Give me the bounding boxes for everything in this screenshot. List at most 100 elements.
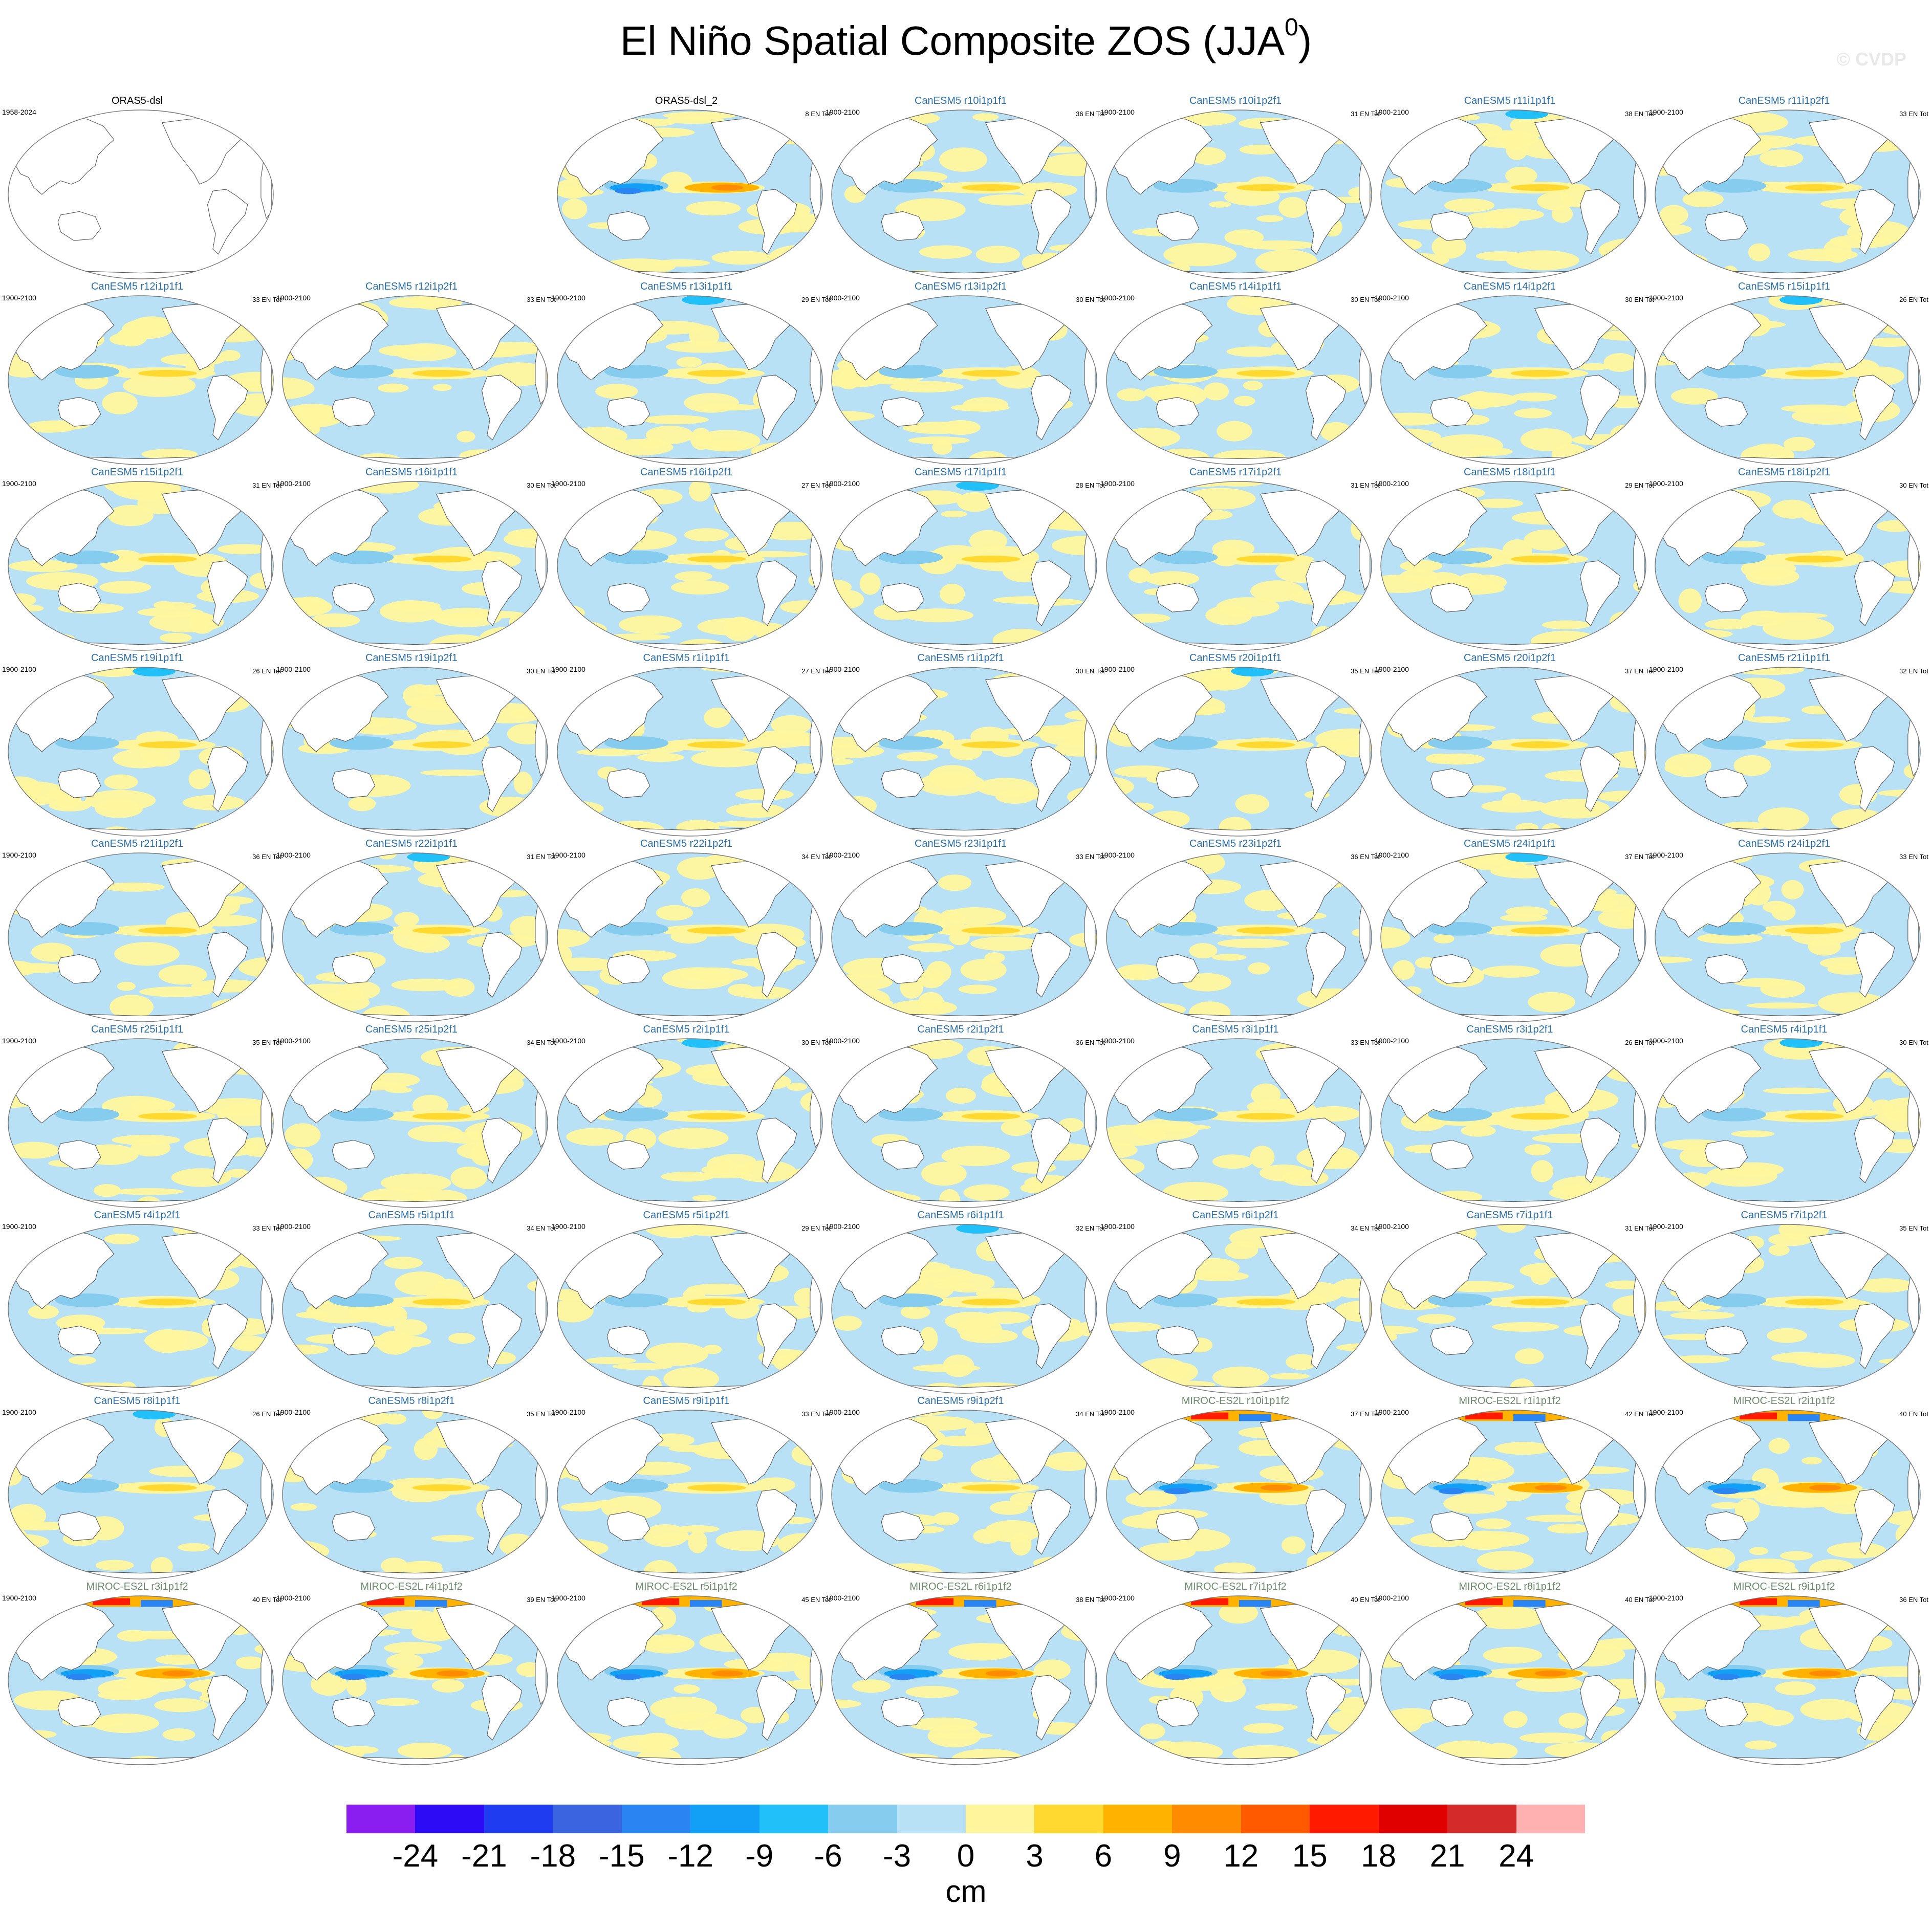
- arctic-negative: [1788, 1414, 1820, 1421]
- anomaly-patch-positive: [1278, 196, 1307, 218]
- anomaly-patch-positive: [643, 1224, 707, 1238]
- world-map: [1106, 1224, 1372, 1394]
- anomaly-patch-positive: [1307, 1551, 1354, 1576]
- map-border: [831, 481, 1097, 651]
- landmass: [606, 768, 650, 798]
- anomaly-patch-positive: [975, 246, 1020, 264]
- panel-event-count: 33 EN Tot: [527, 296, 556, 303]
- map-border: [1655, 295, 1921, 465]
- anomaly-patch-positive: [237, 1340, 262, 1350]
- west-pacific-peak: [1712, 1674, 1740, 1680]
- panel-title: CanESM5 r18i1p1f1: [1463, 467, 1556, 478]
- anomaly-patch-positive: [992, 628, 1051, 650]
- equatorial-peak: [711, 1670, 744, 1677]
- panel-years: 1900-2100: [1100, 665, 1135, 673]
- anomaly-patch-positive: [1809, 1559, 1856, 1579]
- colorbar-tick-label: 9: [1163, 1838, 1181, 1874]
- landmass: [332, 1511, 376, 1541]
- arctic-negative: [1513, 1600, 1546, 1607]
- equatorial-core: [687, 1484, 746, 1491]
- anomaly-patch-positive: [1118, 1008, 1160, 1022]
- ocean-field: [1655, 110, 1920, 279]
- anomaly-patch-positive: [1116, 964, 1164, 980]
- map-border: [1655, 852, 1921, 1022]
- anomaly-patch-positive: [1686, 853, 1753, 865]
- panel-event-count: 35 EN Tot: [252, 1039, 281, 1046]
- anomaly-patch-positive: [1381, 253, 1449, 268]
- anomaly-patch-positive: [407, 1125, 463, 1143]
- ocean-field: [832, 1224, 1097, 1393]
- ocean-field: [8, 110, 273, 279]
- ocean-field: [557, 110, 822, 279]
- arctic-peak: [642, 1598, 680, 1606]
- landmass: [1030, 746, 1072, 812]
- anomaly-patch-positive: [1217, 938, 1290, 948]
- landmass: [1030, 1117, 1072, 1183]
- panel-title: CanESM5 r17i1p2f1: [1189, 467, 1282, 478]
- landmass: [1030, 189, 1072, 255]
- ocean-field: [557, 853, 822, 1022]
- equatorial-core: [138, 1298, 197, 1306]
- panel-years: 1900-2100: [276, 479, 311, 488]
- equatorial-core: [961, 369, 1021, 377]
- equatorial-core: [412, 369, 471, 377]
- map-border: [1106, 1224, 1372, 1394]
- map-panel: MIROC-ES2L r1i1p1f2 1900-2100 42 EN Tot: [1373, 1395, 1654, 1580]
- landmass: [332, 1325, 376, 1355]
- landmass: [1430, 397, 1474, 427]
- anomaly-patch-positive: [1128, 567, 1151, 583]
- world-map: [1380, 109, 1646, 279]
- landmass: [207, 560, 248, 626]
- anomaly-patch-positive: [1142, 1124, 1211, 1131]
- anomaly-patch-positive: [8, 863, 29, 880]
- panel-years: 1900-2100: [1649, 1222, 1683, 1231]
- panel-event-count: 31 EN Tot: [1351, 110, 1380, 118]
- panel-years: 1900-2100: [826, 1037, 860, 1045]
- anomaly-patch-positive: [99, 581, 151, 594]
- map-panel: CanESM5 r25i1p1f1 1900-2100 35 EN Tot: [0, 1023, 281, 1209]
- anomaly-patch-positive: [1332, 482, 1358, 502]
- anomaly-patch-positive: [1857, 1278, 1914, 1293]
- landmass: [1430, 954, 1474, 984]
- landmass: [1305, 932, 1347, 998]
- panel-years: 1900-2100: [826, 294, 860, 302]
- landmass: [1579, 560, 1621, 626]
- anomaly-patch-positive: [605, 439, 674, 456]
- panel-title: MIROC-ES2L r2i1p1f2: [1733, 1395, 1835, 1407]
- ocean-field: [1106, 667, 1372, 836]
- anomaly-patch-positive: [792, 763, 816, 774]
- panel-event-count: 30 EN Tot: [527, 667, 556, 675]
- world-map: [831, 1595, 1097, 1765]
- colorbar-box: [484, 1805, 553, 1833]
- anomaly-patch-positive: [1417, 1314, 1456, 1324]
- arctic-peak: [1740, 1598, 1777, 1606]
- landmass: [57, 397, 101, 427]
- landmass: [881, 1325, 925, 1355]
- map-panel: CanESM5 r14i1p1f1 1900-2100 30 EN Tot: [1098, 280, 1380, 466]
- equatorial-core: [687, 369, 746, 377]
- anomaly-patch-positive: [1746, 1002, 1818, 1009]
- anomaly-patch-positive: [207, 1039, 273, 1056]
- map-border: [282, 1224, 548, 1394]
- panel-event-count: 36 EN Tot: [1076, 110, 1105, 118]
- anomaly-patch-positive: [348, 796, 376, 811]
- anomaly-patch-positive: [566, 1128, 624, 1146]
- anomaly-patch-positive: [1213, 481, 1264, 487]
- panel-title: CanESM5 r4i1p1f1: [1741, 1024, 1828, 1035]
- map-panel: CanESM5 r6i1p2f1 1900-2100 34 EN Tot: [1098, 1209, 1380, 1394]
- panel-title: CanESM5 r8i1p2f1: [368, 1395, 455, 1407]
- map-panel: CanESM5 r25i1p2f1 1900-2100 34 EN Tot: [274, 1023, 556, 1209]
- panel-years: 1900-2100: [1649, 294, 1683, 302]
- arctic-peak: [1191, 1412, 1229, 1420]
- anomaly-patch-positive: [1117, 388, 1146, 402]
- anomaly-patch-positive: [1224, 229, 1264, 246]
- ocean-field: [8, 1596, 273, 1765]
- anomaly-patch-positive: [1779, 1551, 1813, 1561]
- anomaly-patch-positive: [1671, 1355, 1730, 1364]
- anomaly-patch-positive: [557, 984, 599, 999]
- panel-years: 1900-2100: [551, 1408, 585, 1416]
- ocean-field: [1106, 296, 1372, 465]
- world-map: [557, 852, 823, 1022]
- anomaly-patch-positive: [777, 1533, 822, 1556]
- world-map: [831, 852, 1097, 1022]
